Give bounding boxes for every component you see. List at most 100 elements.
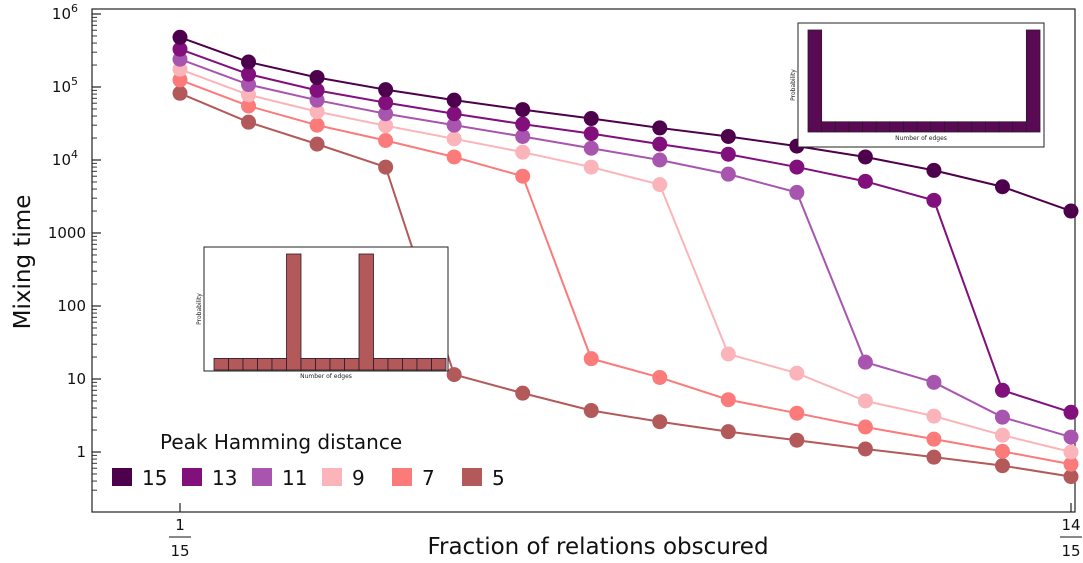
inset-bar: [1025, 29, 1041, 133]
data-point: [926, 431, 942, 447]
y-tick-label: 10: [67, 370, 86, 388]
data-point: [446, 149, 462, 165]
legend-item-11: 11: [252, 466, 307, 490]
data-point: [241, 98, 257, 114]
series-line: [179, 68, 1072, 453]
x-tick-numerator: 1: [175, 516, 185, 534]
inset-frame: [203, 246, 449, 372]
inset-bar: [971, 121, 986, 133]
data-point: [652, 120, 668, 136]
data-point: [583, 403, 599, 419]
data-point: [652, 152, 668, 168]
inset-bar: [889, 121, 904, 133]
data-point: [515, 168, 531, 184]
data-point: [1063, 469, 1079, 485]
data-point: [378, 159, 394, 175]
inset-bar: [402, 357, 418, 371]
inset-bar: [431, 357, 447, 371]
data-point: [446, 367, 462, 383]
data-point: [926, 192, 942, 208]
series-line: [179, 48, 1072, 414]
data-point: [583, 111, 599, 127]
data-point: [720, 128, 736, 144]
y-tick-label: 100: [57, 297, 86, 315]
data-point: [857, 354, 873, 370]
data-point: [652, 369, 668, 385]
legend-label: 5: [492, 466, 505, 490]
insets-layer: Probability Number of edges Probability Num…: [196, 22, 1045, 380]
inset-bar: [875, 121, 891, 133]
data-point: [1063, 456, 1079, 472]
y-tick-label: 105: [52, 75, 78, 96]
data-point: [994, 443, 1010, 459]
inset-bar: [944, 121, 959, 133]
x-tick-denominator: 15: [170, 542, 189, 560]
series-7: [172, 72, 1079, 472]
legend-item-5: 5: [462, 466, 505, 490]
data-point: [789, 184, 805, 200]
data-point: [583, 351, 599, 367]
data-point: [378, 82, 394, 98]
data-point: [309, 104, 325, 120]
data-point: [720, 146, 736, 162]
data-point: [446, 106, 462, 122]
data-point: [926, 162, 942, 178]
inset-bar: [315, 357, 331, 371]
data-point: [515, 385, 531, 401]
x-axis: 1 15 14 15: [169, 503, 1082, 560]
data-point: [241, 77, 257, 93]
y-tick-label: 104: [52, 148, 78, 169]
inset-bar: [387, 357, 403, 371]
data-point: [789, 432, 805, 448]
data-point: [515, 102, 531, 118]
inset-bar: [228, 357, 244, 371]
data-point: [515, 128, 531, 144]
series-layer: [172, 29, 1079, 485]
y-tick-label: 1: [76, 443, 86, 461]
data-point: [789, 159, 805, 175]
series-15: [172, 29, 1079, 219]
inset-y-label: Probability: [790, 69, 797, 101]
inset-bar: [286, 253, 302, 371]
inset-bar: [344, 357, 360, 371]
data-point: [378, 132, 394, 148]
series-5: [172, 85, 1079, 485]
legend-item-7: 7: [392, 466, 435, 490]
data-point: [720, 392, 736, 408]
data-point: [583, 140, 599, 156]
inset-bar: [1012, 121, 1027, 133]
series-line: [179, 92, 1072, 478]
data-point: [926, 374, 942, 390]
data-point: [309, 136, 325, 152]
data-point: [652, 414, 668, 430]
x-tick-numerator: 14: [1061, 516, 1080, 534]
inset-bar: [271, 357, 287, 371]
data-point: [720, 166, 736, 182]
inset-bar: [916, 121, 932, 133]
x-axis-title: Fraction of relations obscured: [427, 534, 768, 560]
data-point: [926, 449, 942, 465]
legend-label: 15: [142, 466, 167, 490]
data-point: [172, 85, 188, 101]
x-tick-denominator: 15: [1061, 542, 1080, 560]
inset-bar: [329, 357, 345, 371]
data-point: [857, 441, 873, 457]
y-tick-label: 1000: [48, 224, 86, 242]
series-line: [179, 36, 1072, 212]
data-point: [515, 144, 531, 160]
legend-swatch: [252, 468, 272, 486]
series-line: [179, 78, 1072, 466]
data-point: [720, 346, 736, 362]
y-axis-title: Mixing time: [10, 195, 36, 330]
data-point: [926, 408, 942, 424]
data-point: [857, 393, 873, 409]
inset-bar: [821, 121, 836, 133]
legend-swatch: [462, 468, 482, 486]
inset-bar: [373, 357, 389, 371]
data-point: [241, 87, 257, 103]
inset-bar: [416, 357, 432, 371]
data-point: [857, 149, 873, 165]
legend-swatch: [112, 468, 132, 486]
inset-bar: [213, 357, 229, 371]
